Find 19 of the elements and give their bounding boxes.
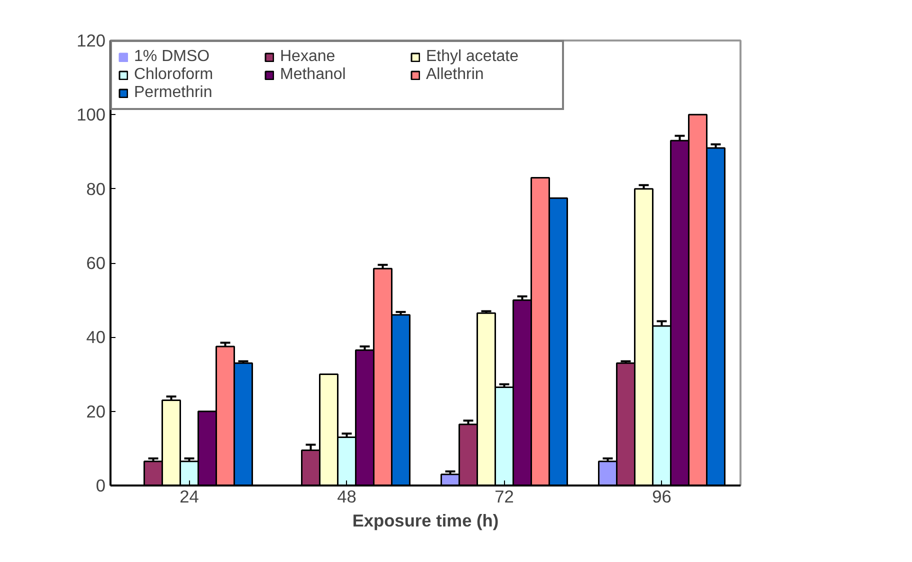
x-tick-label: 96 <box>652 486 672 506</box>
legend-label: Allethrin <box>426 66 485 84</box>
y-tick-label: 0 <box>96 476 106 496</box>
y-tick-label: 20 <box>86 401 106 422</box>
legend-label: Permethrin <box>134 84 214 102</box>
legend-label: Ethyl acetate <box>426 48 520 66</box>
legend-label: Methanol <box>280 66 347 84</box>
y-tick-label: 80 <box>86 178 106 199</box>
x-tick-label: 72 <box>494 486 514 506</box>
x-tick-label: 24 <box>180 486 200 506</box>
legend-label: Hexane <box>280 48 336 66</box>
y-tick-label: 40 <box>86 327 106 348</box>
y-tick-label: 60 <box>86 253 106 273</box>
legend-label: Chloroform <box>134 66 214 84</box>
y-tick-label: 120 <box>76 30 106 50</box>
x-axis-title: Exposure time (h) <box>352 510 499 530</box>
legend-label: 1% DMSO <box>134 48 211 66</box>
y-tick-label: 100 <box>76 104 106 125</box>
x-tick-label: 48 <box>337 486 356 506</box>
